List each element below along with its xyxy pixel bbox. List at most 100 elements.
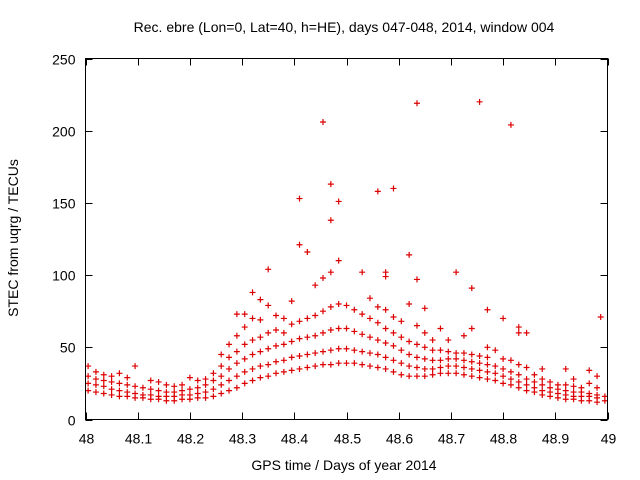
data-point [194, 377, 201, 384]
data-point [335, 257, 342, 264]
data-point [202, 381, 209, 388]
data-point [304, 364, 311, 371]
data-point [476, 352, 483, 359]
data-point [241, 380, 248, 387]
data-point [280, 329, 287, 336]
data-point [359, 348, 366, 355]
data-point [562, 381, 569, 388]
data-point [468, 373, 475, 380]
data-point [320, 329, 327, 336]
data-point [257, 296, 264, 303]
y-tick-label: 150 [52, 196, 76, 212]
data-point [139, 391, 146, 398]
data-point [343, 345, 350, 352]
data-point [406, 373, 413, 380]
data-point [218, 373, 225, 380]
data-point [186, 386, 193, 393]
data-point [398, 360, 405, 367]
data-point [374, 188, 381, 195]
data-point [390, 313, 397, 320]
data-point [296, 318, 303, 325]
data-point [398, 334, 405, 341]
data-point [249, 289, 256, 296]
data-point [597, 313, 604, 320]
data-point [531, 371, 538, 378]
data-point [523, 364, 530, 371]
data-point [233, 332, 240, 339]
data-point [186, 391, 193, 398]
data-point [413, 373, 420, 380]
data-point [335, 360, 342, 367]
data-point [492, 363, 499, 370]
data-point [249, 315, 256, 322]
data-point [139, 384, 146, 391]
data-point [570, 383, 577, 390]
data-point [132, 383, 139, 390]
data-point [233, 360, 240, 367]
data-point [312, 332, 319, 339]
data-point [116, 380, 123, 387]
data-point [413, 100, 420, 107]
data-point [280, 368, 287, 375]
data-point [413, 364, 420, 371]
data-point [296, 195, 303, 202]
data-point [539, 381, 546, 388]
data-point [390, 368, 397, 375]
data-point [85, 387, 92, 394]
data-point [445, 355, 452, 362]
data-point [429, 365, 436, 372]
data-point [218, 390, 225, 397]
x-tick-label: 48.5 [334, 431, 361, 447]
data-point [296, 365, 303, 372]
data-point [265, 302, 272, 309]
data-point [460, 371, 467, 378]
data-point [327, 326, 334, 333]
data-point [413, 276, 420, 283]
data-point [257, 348, 264, 355]
data-point [500, 365, 507, 372]
data-point [92, 389, 99, 396]
data-point [429, 371, 436, 378]
data-point [413, 322, 420, 329]
data-point [421, 355, 428, 362]
data-point [500, 355, 507, 362]
y-tick-label: 50 [60, 340, 76, 356]
data-point [304, 334, 311, 341]
data-point [366, 295, 373, 302]
data-point [327, 347, 334, 354]
data-point [406, 300, 413, 307]
data-point [476, 367, 483, 374]
data-point [507, 368, 514, 375]
data-point [280, 357, 287, 364]
data-point [257, 316, 264, 323]
data-point [343, 325, 350, 332]
data-point [351, 347, 358, 354]
data-point [226, 354, 233, 361]
data-point [92, 376, 99, 383]
data-point [453, 350, 460, 357]
data-point [280, 315, 287, 322]
x-tick-label: 48.1 [125, 431, 152, 447]
data-points [85, 98, 608, 406]
data-point [507, 381, 514, 388]
data-point [147, 377, 154, 384]
data-point [288, 298, 295, 305]
data-point [515, 324, 522, 331]
y-axis-label: STEC from uqrg / TECUs [5, 159, 21, 317]
data-point [374, 319, 381, 326]
data-point [515, 371, 522, 378]
data-point [100, 371, 107, 378]
data-point [335, 345, 342, 352]
data-point [147, 391, 154, 398]
x-tick-label: 48.4 [281, 431, 308, 447]
data-point [390, 185, 397, 192]
data-point [327, 181, 334, 188]
data-point [476, 360, 483, 367]
chart-title: Rec. ebre (Lon=0, Lat=40, h=HE), days 04… [134, 19, 555, 35]
data-point [429, 357, 436, 364]
data-point [210, 393, 217, 400]
data-point [429, 337, 436, 344]
data-point [210, 377, 217, 384]
data-point [288, 338, 295, 345]
